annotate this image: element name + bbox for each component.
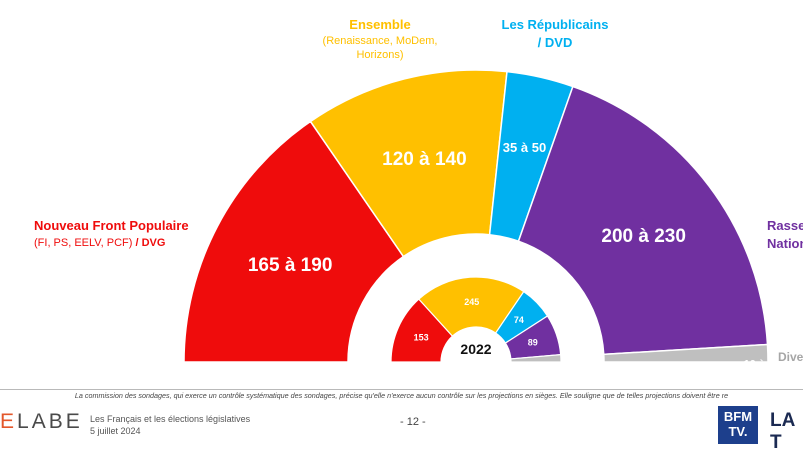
label-lr-details: / DVD: [537, 35, 573, 50]
value-label-2024-rassemblement-national: 200 à 230: [601, 226, 686, 247]
label-nfp-name: Nouveau Front Populaire: [34, 218, 189, 233]
footer-disclaimer: La commission des sondages, qui exerce u…: [74, 391, 729, 400]
value-label-2022-nouveau-front-populaire: 153: [414, 333, 429, 343]
value-label-2024-nouveau-front-populaire: 165 à 190: [248, 255, 333, 276]
bfmtv-logo: BFM TV.: [718, 406, 758, 444]
value-label-2022-rassemblement-national: 89: [528, 338, 538, 348]
label-divers-name: Dive: [778, 350, 803, 364]
label-rn-name-1: Rasser: [767, 218, 803, 233]
seg-2024-nouveau-front-populaire: [183, 120, 405, 363]
label-nfp: Nouveau Front Populaire (FI, PS, EELV, P…: [34, 218, 189, 249]
label-rn: Rasser Nation: [767, 218, 803, 251]
seg-2024-divers: [602, 343, 769, 363]
elabe-logo: ELABE: [0, 410, 83, 433]
label-rn-name-2: Nation: [767, 236, 803, 251]
value-label-2022-ensemble: 245: [464, 297, 479, 307]
page-number: - 12 -: [400, 416, 426, 428]
label-ensemble: Ensemble (Renaissance, MoDem, Horizons): [310, 17, 450, 61]
value-label-2024-divers: 10 à 12: [744, 358, 781, 370]
label-divers: Dive: [778, 350, 803, 364]
seg-2022-ensemble: [417, 276, 525, 337]
label-ensemble-details-1: (Renaissance, MoDem,: [322, 35, 438, 47]
seg-2024-rassemblement-national: [517, 85, 769, 356]
value-label-2022-les-republicains: 74: [514, 315, 524, 325]
label-ensemble-name: Ensemble: [349, 17, 411, 32]
seat-projection-chart: 165 à 190 120 à 140 35 à 50 200 à 230 10 à 1…: [183, 69, 781, 370]
label-lr-name: Les Républicains: [501, 17, 609, 32]
label-lr: Les Républicains / DVD: [485, 17, 625, 50]
footer-study-date: 5 juillet 2024: [90, 426, 141, 436]
footer-study-title: Les Français et les élections législativ…: [90, 414, 251, 424]
label-nfp-details: (FI, PS, EELV, PCF): [34, 237, 133, 249]
footer-study: Les Français et les élections législativ…: [90, 413, 250, 437]
label-nfp-suffix: / DVG: [135, 237, 166, 249]
value-label-2024-ensemble: 120 à 140: [382, 149, 467, 170]
seg-2022-divers: [510, 353, 562, 363]
label-ensemble-details-2: Horizons): [356, 49, 404, 61]
seg-2024-ensemble: [309, 69, 508, 258]
footer-divider: [0, 389, 803, 390]
inner-chart-title: 2022: [460, 341, 491, 357]
value-label-2024-les-republicains: 35 à 50: [503, 140, 546, 155]
la-tribune-logo: LA T: [770, 410, 795, 453]
